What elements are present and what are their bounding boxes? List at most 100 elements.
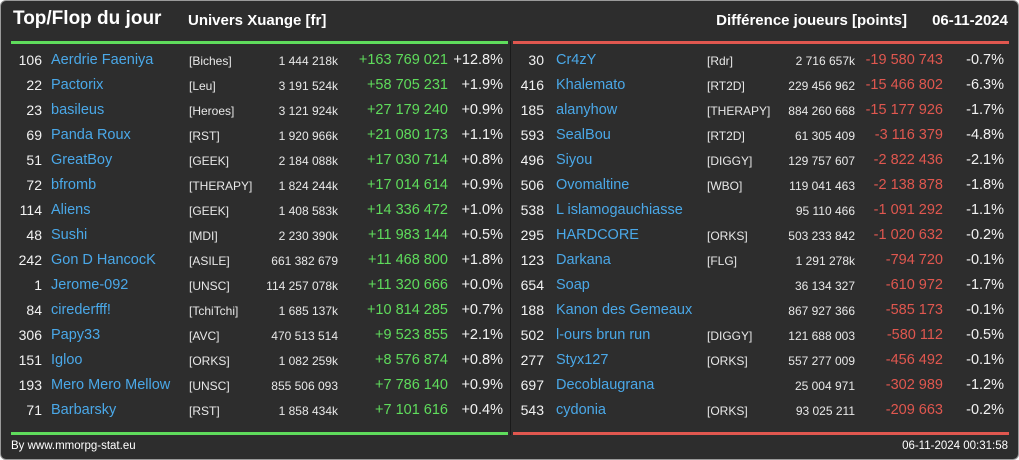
player-points: 557 277 009 xyxy=(788,354,855,368)
flop-row: 295 HARDCORE [ORKS] 503 233 842 -1 020 632 -0… xyxy=(513,223,1009,248)
player-rank: 697 xyxy=(520,377,544,393)
points-difference: -19 580 743 xyxy=(865,52,943,68)
points-difference: +11 320 666 xyxy=(368,277,448,293)
player-name-link[interactable]: HARDCORE xyxy=(556,227,639,243)
player-rank: 654 xyxy=(520,277,544,293)
top-row: 72 bfromb [THERAPY] 1 824 244k +17 014 614 +0… xyxy=(11,173,508,198)
player-points: 121 688 003 xyxy=(788,329,855,343)
alliance-tag: [RT2D] xyxy=(707,79,745,93)
player-name-link[interactable]: GreatBoy xyxy=(51,152,113,168)
alliance-tag: [MDI] xyxy=(189,229,218,243)
points-difference: +17 014 614 xyxy=(366,177,448,193)
alliance-tag: [DIGGY] xyxy=(707,329,753,343)
alliance-tag: [AVC] xyxy=(189,329,220,343)
points-difference: +11 983 144 xyxy=(368,227,448,243)
top-row: 51 GreatBoy [GEEK] 2 184 088k +17 030 714 +0.… xyxy=(11,148,508,173)
top-row: 151 Igloo [ORKS] 1 082 259k +8 576 874 +0.8% xyxy=(11,348,508,373)
player-name-link[interactable]: Kanon des Gemeaux xyxy=(556,302,693,318)
player-name-link[interactable]: Panda Roux xyxy=(51,127,131,143)
player-name-link[interactable]: Styx127 xyxy=(556,352,609,368)
points-difference: +8 576 874 xyxy=(375,352,448,368)
percent-change: -0.1% xyxy=(966,352,1004,368)
points-difference: +7 786 140 xyxy=(375,377,448,393)
player-rank: 72 xyxy=(26,177,42,193)
player-name-link[interactable]: Ovomaltine xyxy=(556,177,630,193)
player-name-link[interactable]: SealBou xyxy=(556,127,611,143)
player-name-link[interactable]: cydonia xyxy=(556,402,606,418)
points-difference: +21 080 173 xyxy=(366,127,448,143)
top-row: 84 cirederfff! [TchiTchi] 1 685 137k +10 814… xyxy=(11,298,508,323)
page-title: Top/Flop du jour xyxy=(13,8,162,29)
player-points: 95 110 466 xyxy=(795,204,855,218)
alliance-tag: [Leu] xyxy=(189,79,216,93)
player-name-link[interactable]: Mero Mero Mellow xyxy=(51,377,171,393)
alliance-tag: [Biches] xyxy=(189,54,232,68)
player-points: 1 685 137k xyxy=(278,304,338,318)
percent-change: +1.8% xyxy=(461,252,503,268)
points-difference: -1 020 632 xyxy=(873,227,943,243)
points-difference: -15 466 802 xyxy=(865,77,943,93)
percent-change: -1.7% xyxy=(966,277,1004,293)
points-difference: +11 468 800 xyxy=(368,252,448,268)
flop-list: 30 Cr4zY [Rdr] 2 716 657k -19 580 743 -0.7% 41… xyxy=(513,48,1009,423)
player-name-link[interactable]: Barbarsky xyxy=(51,402,117,418)
alliance-tag: [UNSC] xyxy=(189,279,230,293)
player-rank: 193 xyxy=(18,377,42,393)
percent-change: +0.9% xyxy=(461,177,503,193)
player-name-link[interactable]: bfromb xyxy=(51,177,97,193)
percent-change: +0.8% xyxy=(461,152,503,168)
player-rank: 502 xyxy=(520,327,544,343)
player-name-link[interactable]: basileus xyxy=(51,102,105,118)
player-name-link[interactable]: Decoblaugrana xyxy=(556,377,655,393)
alliance-tag: [RST] xyxy=(189,129,220,143)
player-rank: 188 xyxy=(520,302,544,318)
player-name-link[interactable]: Igloo xyxy=(51,352,83,368)
player-points: 1 920 966k xyxy=(278,129,338,143)
player-name-link[interactable]: Aliens xyxy=(51,202,91,218)
flop-panel-bottom-bar xyxy=(513,432,1009,435)
player-name-link[interactable]: Soap xyxy=(556,277,590,293)
player-name-link[interactable]: Khalemato xyxy=(556,77,626,93)
percent-change: +0.9% xyxy=(461,377,503,393)
points-difference: +58 705 231 xyxy=(366,77,448,93)
player-name-link[interactable]: L islamogauchiasse xyxy=(556,202,683,218)
player-name-link[interactable]: Papy33 xyxy=(51,327,101,343)
points-difference: -585 173 xyxy=(885,302,943,318)
player-rank: 123 xyxy=(520,252,544,268)
player-points: 229 456 962 xyxy=(788,79,855,93)
player-rank: 593 xyxy=(520,127,544,143)
player-rank: 30 xyxy=(528,52,544,68)
player-rank: 242 xyxy=(18,252,42,268)
flop-row: 697 Decoblaugrana 25 004 971 -302 989 -1.2% xyxy=(513,373,1009,398)
alliance-tag: [THERAPY] xyxy=(189,179,253,193)
player-name-link[interactable]: cirederfff! xyxy=(51,302,111,318)
player-name-link[interactable]: alanyhow xyxy=(556,102,618,118)
player-name-link[interactable]: Pactorix xyxy=(51,77,104,93)
percent-change: +1.1% xyxy=(461,127,503,143)
player-rank: 538 xyxy=(520,202,544,218)
flop-row: 30 Cr4zY [Rdr] 2 716 657k -19 580 743 -0.7% xyxy=(513,48,1009,73)
player-name-link[interactable]: Aerdrie Faeniya xyxy=(51,52,154,68)
player-name-link[interactable]: Cr4zY xyxy=(556,52,597,68)
player-points: 2 716 657k xyxy=(795,54,855,68)
player-points: 884 260 668 xyxy=(788,104,855,118)
player-rank: 306 xyxy=(18,327,42,343)
player-name-link[interactable]: Gon D HancocK xyxy=(51,252,156,268)
percent-change: +0.5% xyxy=(461,227,503,243)
player-name-link[interactable]: Darkana xyxy=(556,252,611,268)
percent-change: +0.8% xyxy=(461,352,503,368)
flop-row: 502 l-ours brun run [DIGGY] 121 688 003 -580… xyxy=(513,323,1009,348)
player-name-link[interactable]: Jerome-092 xyxy=(51,277,129,293)
points-difference: +9 523 855 xyxy=(375,327,448,343)
player-rank: 416 xyxy=(520,77,544,93)
player-points: 25 004 971 xyxy=(794,379,855,393)
player-rank: 23 xyxy=(26,102,42,118)
alliance-tag: [ASILE] xyxy=(189,254,230,268)
flop-row: 654 Soap 36 134 327 -610 972 -1.7% xyxy=(513,273,1009,298)
player-name-link[interactable]: Sushi xyxy=(51,227,88,243)
player-name-link[interactable]: Siyou xyxy=(556,152,593,168)
points-difference: -2 138 878 xyxy=(873,177,943,193)
points-difference: +7 101 616 xyxy=(375,402,448,418)
player-name-link[interactable]: l-ours brun run xyxy=(556,327,651,343)
alliance-tag: [UNSC] xyxy=(189,379,230,393)
